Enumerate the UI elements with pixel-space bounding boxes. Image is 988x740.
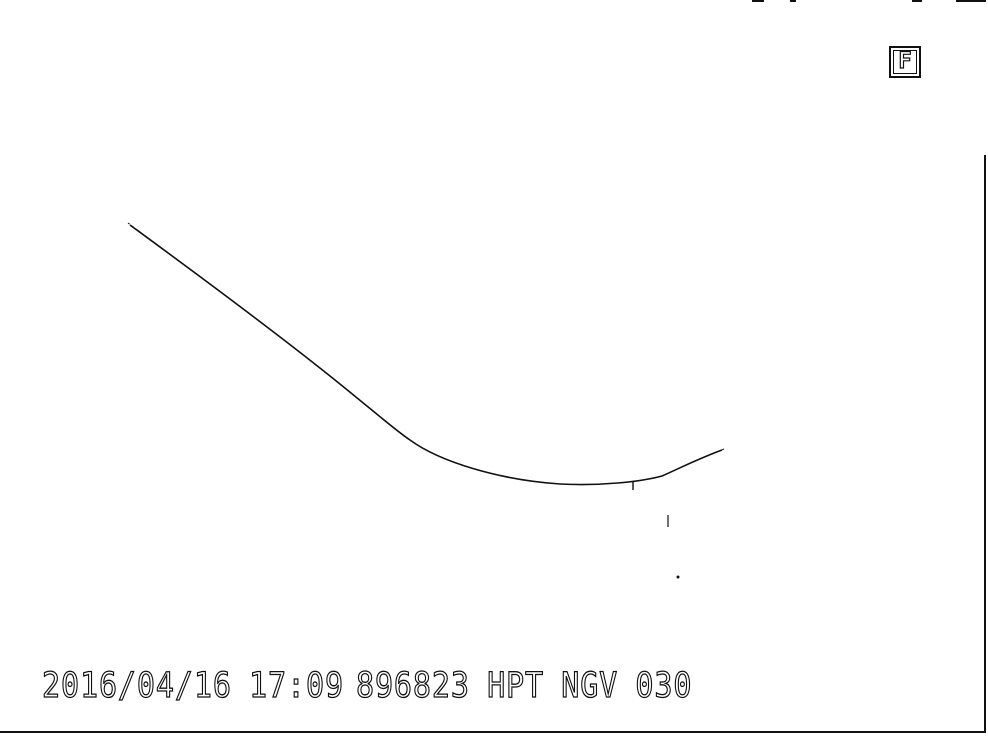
top-edge-mark [912, 0, 922, 2]
stamp-date: 2016/04/16 [41, 665, 232, 706]
top-edge-mark [790, 0, 796, 2]
marker-dot [676, 575, 680, 579]
stamp-code-1: HPT [487, 665, 545, 706]
top-edge-mark [956, 0, 986, 2]
timestamp-overlay: 2016/04/16 17:09 896823 HPT NGV 030 [41, 664, 693, 708]
stamp-id: 896823 [355, 665, 470, 706]
frame-edge-bottom [0, 731, 986, 733]
stamp-time: 17:09 [248, 665, 344, 706]
curve-line [129, 224, 723, 486]
mode-badge-letter: F [893, 49, 917, 74]
curve-end-faint [699, 448, 725, 460]
top-edge-mark [752, 0, 764, 2]
stamp-code-2: NGV [561, 665, 619, 706]
stamp-channel: 030 [635, 665, 693, 706]
frame-edge-right [984, 155, 986, 732]
mode-badge: F [889, 46, 921, 78]
